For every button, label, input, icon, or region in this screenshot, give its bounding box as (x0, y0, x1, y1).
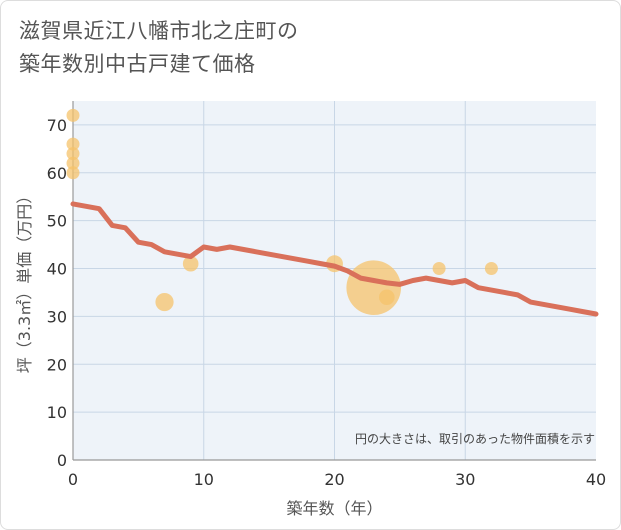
bubble-point (379, 289, 395, 306)
y-tick-label: 10 (47, 403, 67, 422)
bubble-point (155, 292, 174, 312)
tick-labels: 0 10 20 30 40 50 60 70 0 10 20 30 40 (47, 116, 607, 489)
y-tick-label: 60 (47, 164, 67, 183)
bubble-point (346, 260, 402, 315)
average-line-series (70, 201, 599, 317)
y-tick-label: 0 (57, 451, 67, 470)
x-tick-label: 10 (194, 470, 214, 489)
bubble-point (66, 166, 80, 180)
y-tick-label: 30 (47, 307, 67, 326)
x-tick-label: 40 (586, 470, 606, 489)
y-tick-label: 20 (47, 355, 67, 374)
x-tick-label: 0 (68, 470, 78, 489)
y-tick-label: 40 (47, 260, 67, 279)
y-tick-label: 70 (47, 116, 67, 135)
chart-title: 滋賀県近江八幡市北之庄町の 築年数別中古戸建て価格 (19, 15, 299, 81)
bubble-point (66, 156, 80, 170)
bubble-point (484, 262, 498, 276)
chart-note: 円の大きさは、取引のあった物件面積を示す (355, 431, 595, 446)
bubble-point (66, 137, 80, 151)
y-tick-label: 50 (47, 212, 67, 231)
average-price-line (70, 201, 599, 317)
x-axis-label: 築年数（年） (286, 499, 382, 518)
bubble-point (432, 262, 446, 276)
chart-title-line1: 滋賀県近江八幡市北之庄町の (19, 19, 299, 43)
x-tick-label: 20 (324, 470, 344, 489)
bubble-point (182, 255, 199, 272)
bubble-point (66, 147, 80, 161)
chart-title-line2: 築年数別中古戸建て価格 (19, 52, 256, 76)
bubble-point (66, 108, 80, 122)
y-axis-label: 坪（3.3㎡）単価（万円） (15, 188, 34, 373)
x-tick-label: 30 (455, 470, 475, 489)
bubble-series (66, 108, 498, 315)
